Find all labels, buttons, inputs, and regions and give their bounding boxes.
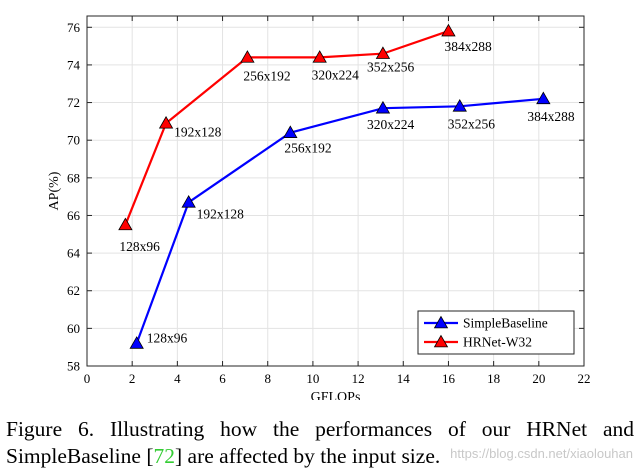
y-tick-label: 68 [67,170,80,185]
legend: SimpleBaseline HRNet-W32 [417,310,575,355]
legend-swatch-marker [433,315,449,329]
y-tick-label: 76 [67,20,81,35]
caption-prefix: SimpleBaseline [ [6,444,154,468]
data-label: 128x96 [119,239,160,254]
y-tick-label: 58 [67,359,80,374]
x-tick-label: 4 [174,371,181,386]
series-line-2 [124,30,449,226]
y-tick-label: 60 [67,321,80,336]
data-point-marker [312,50,327,63]
legend-entry-label: SimpleBaseline [463,316,548,331]
y-tick-label: 66 [67,208,81,223]
data-label: 320x224 [367,117,415,132]
x-tick-label: 10 [306,371,319,386]
caption-line-1: Figure 6. Illustrating how the performan… [6,417,634,441]
axes-frame [86,15,585,367]
data-label: 384x288 [527,109,575,124]
y-tick-label: 62 [67,283,80,298]
chart: 0 2 4 6 8 10 12 14 16 18 20 2258606264666870727476G… [47,15,591,400]
data-label: 352x256 [367,60,415,75]
x-tick-label: 2 [129,371,136,386]
data-label: 352x256 [448,116,496,131]
data-point-marker [283,125,298,138]
x-axis-label: GFLOPs [311,390,361,400]
x-tick-label: 6 [219,371,226,386]
x-tick-label: 0 [84,371,91,386]
data-label: 192x128 [197,206,245,221]
caption-suffix: ] are affected by the input size. [175,444,441,468]
x-tick-label: 12 [352,371,365,386]
x-tick-label: 20 [532,371,545,386]
data-label: 192x128 [174,124,222,139]
data-label: 256x192 [284,141,331,156]
data-point-marker [240,50,255,63]
data-label: 256x192 [243,68,290,83]
data-point-marker [452,99,467,112]
x-tick-label: 14 [397,371,411,386]
legend-swatch-marker [433,334,449,348]
data-point-marker [375,100,391,114]
x-tick-label: 22 [578,371,591,386]
data-point-marker [118,217,133,231]
y-tick-label: 64 [67,246,81,261]
caption-line-2: SimpleBaseline [72] are affected by the … [6,443,634,470]
y-axis-label: AP(%) [47,171,62,210]
x-tick-label: 16 [442,371,456,386]
data-label: 320x224 [312,67,360,82]
data-label: 128x96 [147,330,188,345]
y-tick-label: 74 [67,57,81,72]
watermark: https://blog.csdn.net/xiaolouhan [450,446,633,461]
figure-caption: Figure 6. Illustrating how the performan… [6,416,634,470]
x-tick-label: 18 [487,371,500,386]
data-point-marker [441,23,456,37]
plot-area [87,16,584,366]
y-tick-label: 70 [67,133,80,148]
series-line-1 [135,97,544,344]
data-point-marker [375,46,391,59]
data-point-marker [181,194,196,208]
legend-entry-label: HRNet-W32 [463,335,532,350]
x-tick-label: 8 [264,371,271,386]
data-point-marker [536,91,551,105]
data-point-marker [158,115,174,129]
y-tick-label: 72 [67,95,80,110]
figure: 0 2 4 6 8 10 12 14 16 18 20 22 58 60 62 64 66 68 70 72 74 76 G… [47,15,591,400]
data-label: 384x288 [444,39,492,54]
citation-link[interactable]: 72 [153,444,176,468]
data-point-marker [129,336,144,349]
